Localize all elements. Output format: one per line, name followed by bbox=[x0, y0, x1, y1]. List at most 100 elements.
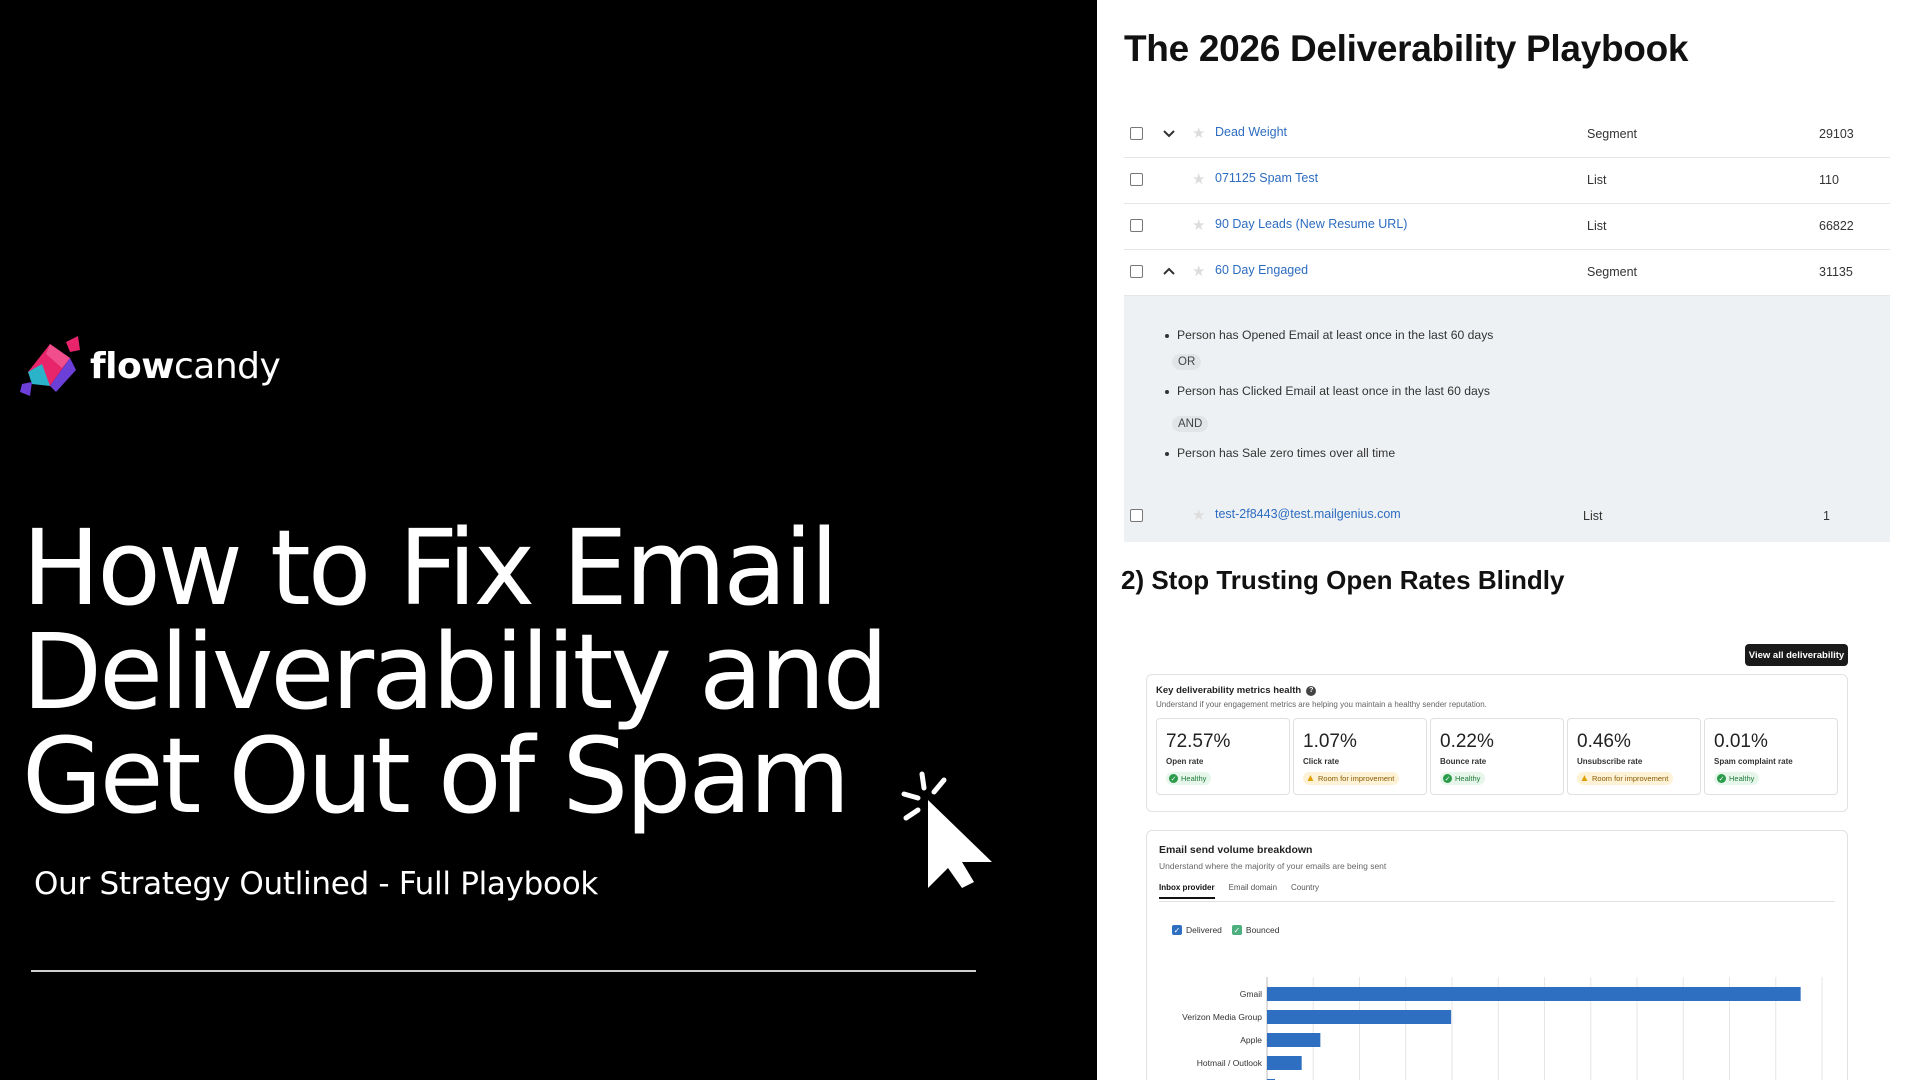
table-row[interactable]: ★ 071125 Spam Test List 110 bbox=[1124, 158, 1890, 204]
checkbox-icon[interactable]: ✓ bbox=[1231, 925, 1242, 935]
table-row[interactable]: ★ 60 Day Engaged Segment 31135 bbox=[1124, 250, 1890, 296]
metric-value: 1.07% bbox=[1303, 731, 1357, 752]
chevron-down-icon[interactable] bbox=[1161, 125, 1177, 141]
star-icon[interactable]: ★ bbox=[1192, 125, 1206, 142]
metrics-title: Key deliverability metrics health ? bbox=[1156, 685, 1317, 696]
segments-table: ★ Dead Weight Segment 29103 ★ 071125 Spa… bbox=[1124, 112, 1890, 296]
legend-item-delivered[interactable]: ✓ Delivered bbox=[1172, 925, 1222, 935]
checkbox-icon[interactable]: ✓ bbox=[1172, 925, 1182, 935]
status-badge: ✓ Healthy bbox=[1714, 772, 1760, 785]
segment-criteria-panel: Person has Opened Email at least once in… bbox=[1124, 296, 1890, 542]
row-checkbox[interactable] bbox=[1130, 127, 1143, 140]
divider-line bbox=[31, 970, 976, 972]
tab-country[interactable]: Country bbox=[1291, 883, 1320, 892]
mouse-pointer-click-icon bbox=[901, 771, 992, 888]
view-all-deliverability-button[interactable]: View all deliverability bbox=[1745, 644, 1848, 666]
list-count: 110 bbox=[1819, 173, 1839, 187]
status-text: Healthy bbox=[1729, 774, 1755, 783]
hero-panel: flow candy How to Fix Email Deliverabilit… bbox=[20, 334, 1022, 972]
subtitle: Our Strategy Outlined - Full Playbook bbox=[34, 866, 599, 902]
metric-value: 0.46% bbox=[1577, 731, 1631, 752]
tab-email-domain[interactable]: Email domain bbox=[1228, 883, 1278, 892]
status-text: Healthy bbox=[1455, 774, 1481, 783]
metric-label: Unsubscribe rate bbox=[1577, 757, 1643, 766]
list-name-link[interactable]: 071125 Spam Test bbox=[1215, 171, 1319, 185]
list-type: List bbox=[1587, 219, 1607, 233]
send-volume-bar-chart: Gmail Verizon Media Group Apple Hotmail / O… bbox=[1182, 977, 1823, 1080]
headline-line-1: How to Fix Email bbox=[22, 507, 839, 629]
metric-bounce-rate: 0.22% Bounce rate ✓ Healthy bbox=[1430, 718, 1564, 795]
status-text: Room for improvement bbox=[1318, 774, 1395, 783]
star-icon[interactable]: ★ bbox=[1192, 171, 1206, 188]
playbook-panel: The 2026 Deliverability Playbook ★ Dead … bbox=[1097, 0, 1920, 1080]
metric-value: 0.22% bbox=[1440, 731, 1494, 752]
category-label: Apple bbox=[1240, 1035, 1262, 1045]
warning-icon: ▲ bbox=[1305, 773, 1316, 784]
status-badge: ▲ Room for improvement bbox=[1577, 772, 1674, 785]
table-row[interactable]: ★ test-2f8443@test.mailgenius.com List 1 bbox=[1124, 494, 1890, 542]
metric-open-rate: 72.57% Open rate ✓ Healthy bbox=[1156, 718, 1290, 795]
check-icon: ✓ bbox=[1169, 774, 1178, 783]
segment-count: 31135 bbox=[1819, 265, 1853, 279]
bar-delivered[interactable] bbox=[1267, 1010, 1452, 1024]
metric-value: 72.57% bbox=[1166, 731, 1231, 752]
row-checkbox[interactable] bbox=[1130, 219, 1143, 232]
bar-delivered[interactable] bbox=[1267, 1033, 1321, 1047]
criteria-operator: AND bbox=[1172, 416, 1209, 432]
star-icon[interactable]: ★ bbox=[1192, 507, 1206, 524]
segment-name-link[interactable]: Dead Weight bbox=[1215, 125, 1288, 139]
row-checkbox[interactable] bbox=[1130, 173, 1143, 186]
headline-line-3: Get Out of Spam bbox=[22, 715, 850, 837]
criteria-condition: Person has Opened Email at least once in… bbox=[1164, 328, 1494, 342]
check-icon: ✓ bbox=[1717, 774, 1726, 783]
row-checkbox[interactable] bbox=[1130, 265, 1143, 278]
row-checkbox[interactable] bbox=[1130, 509, 1143, 522]
criteria-operator: OR bbox=[1172, 354, 1202, 370]
bar-delivered[interactable] bbox=[1267, 987, 1801, 1001]
metric-click-rate: 1.07% Click rate ▲ Room for improvement bbox=[1293, 718, 1427, 795]
playbook-title: The 2026 Deliverability Playbook bbox=[1124, 28, 1689, 69]
list-count: 1 bbox=[1823, 509, 1830, 523]
chevron-up-icon[interactable] bbox=[1161, 263, 1177, 279]
metrics-subtitle: Understand if your engagement metrics ar… bbox=[1156, 700, 1487, 709]
headline-line-2: Deliverability and bbox=[22, 611, 889, 733]
headline: How to Fix Email Deliverability and Get … bbox=[22, 516, 1022, 828]
chart-legend: ✓ Delivered ✓ Bounced bbox=[1172, 925, 1289, 935]
metric-value: 0.01% bbox=[1714, 731, 1768, 752]
segment-name-link[interactable]: 60 Day Engaged bbox=[1215, 263, 1309, 277]
segment-type: Segment bbox=[1587, 127, 1638, 141]
criteria-condition: Person has Sale zero times over all time bbox=[1164, 446, 1396, 460]
list-name-link[interactable]: test-2f8443@test.mailgenius.com bbox=[1215, 507, 1401, 521]
send-volume-card: Email send volume breakdown Understand w… bbox=[1146, 830, 1848, 1080]
star-icon[interactable]: ★ bbox=[1192, 217, 1206, 234]
volume-title: Email send volume breakdown bbox=[1159, 844, 1313, 856]
status-text: Healthy bbox=[1181, 774, 1207, 783]
star-icon[interactable]: ★ bbox=[1192, 263, 1206, 280]
check-icon: ✓ bbox=[1443, 774, 1452, 783]
list-count: 66822 bbox=[1819, 219, 1854, 233]
bar-delivered[interactable] bbox=[1267, 1056, 1302, 1070]
tab-inbox-provider[interactable]: Inbox provider bbox=[1159, 883, 1215, 899]
category-label: Gmail bbox=[1240, 989, 1262, 999]
table-row[interactable]: ★ 90 Day Leads (New Resume URL) List 668… bbox=[1124, 204, 1890, 250]
list-name-link[interactable]: 90 Day Leads (New Resume URL) bbox=[1215, 217, 1408, 231]
segment-type: Segment bbox=[1587, 265, 1638, 279]
list-type: List bbox=[1583, 509, 1603, 523]
info-icon[interactable]: ? bbox=[1306, 685, 1317, 696]
brand-name: flow candy bbox=[90, 346, 281, 387]
status-badge: ✓ Healthy bbox=[1166, 772, 1212, 785]
metric-label: Click rate bbox=[1303, 757, 1340, 766]
table-row[interactable]: ★ Dead Weight Segment 29103 bbox=[1124, 112, 1890, 158]
legend-item-bounced[interactable]: ✓ Bounced bbox=[1231, 925, 1280, 935]
status-badge: ✓ Healthy bbox=[1440, 772, 1486, 785]
volume-tabs: Inbox provider Email domain Country bbox=[1159, 883, 1333, 899]
volume-subtitle: Understand where the majority of your em… bbox=[1159, 861, 1387, 871]
metrics-health-card: Key deliverability metrics health ? Unde… bbox=[1146, 674, 1848, 812]
metric-spam-complaint-rate: 0.01% Spam complaint rate ✓ Healthy bbox=[1704, 718, 1838, 795]
warning-icon: ▲ bbox=[1579, 773, 1590, 784]
metric-label: Open rate bbox=[1166, 757, 1204, 766]
status-badge: ▲ Room for improvement bbox=[1303, 772, 1400, 785]
legend-label: Bounced bbox=[1245, 925, 1280, 935]
brand-logo: flow candy bbox=[20, 334, 281, 398]
list-type: List bbox=[1587, 173, 1607, 187]
